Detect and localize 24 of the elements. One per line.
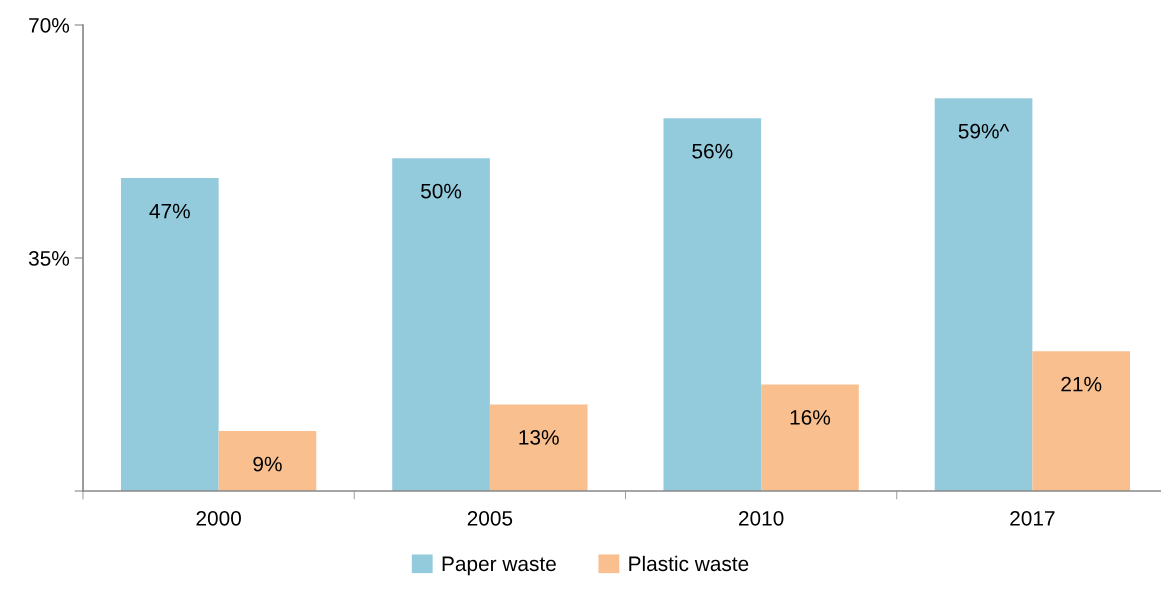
y-tick-label: 70% (29, 18, 70, 33)
legend-label: Plastic waste (629, 555, 749, 572)
data-label: 16% (790, 410, 831, 425)
bar (1032, 351, 1131, 491)
legend-label: Paper waste (442, 556, 556, 576)
data-label: 56% (692, 143, 733, 159)
x-tick-label: 2000 (196, 510, 241, 526)
bar (663, 118, 762, 491)
x-tick-label: 2010 (739, 510, 784, 526)
data-label: 13% (519, 430, 559, 445)
data-label: 50% (421, 183, 462, 199)
data-label: 9% (253, 456, 282, 472)
data-label: 21% (1061, 376, 1102, 392)
y-tick-label: 35% (28, 251, 70, 266)
x-tick-label: 2005 (467, 510, 513, 526)
data-label: 47% (149, 203, 190, 219)
bar (934, 98, 1033, 491)
bar (489, 404, 588, 491)
bar (218, 431, 317, 491)
bar (120, 178, 219, 491)
data-label: 59%^ (958, 123, 1010, 139)
bar (761, 384, 859, 491)
x-tick-label: 2017 (1010, 510, 1055, 526)
bar (392, 158, 490, 491)
